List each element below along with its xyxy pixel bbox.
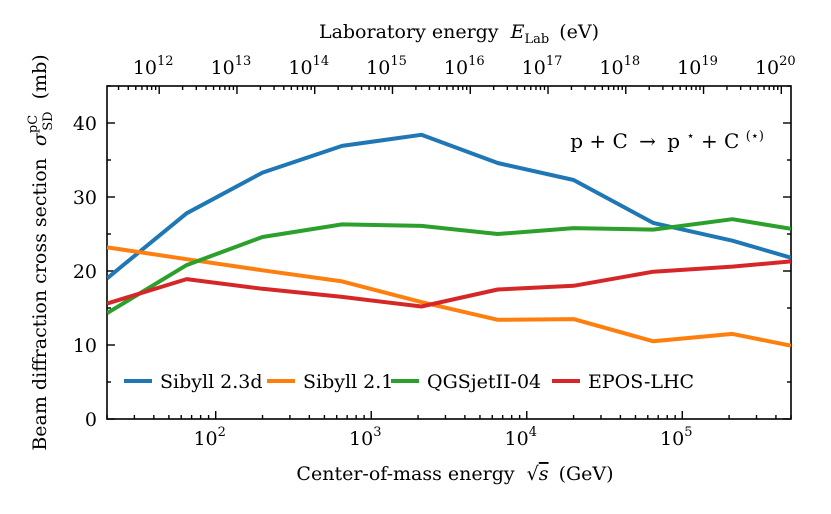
top-x-tick-label: 1018 [599, 54, 640, 79]
reaction-annotation: p + C → p ⋆ + C (⋆) [570, 121, 764, 153]
series-line-qgsjetii-04 [107, 217, 791, 315]
legend-label-sibyll-2-1: Sibyll 2.1 [303, 371, 393, 393]
x-tick-label: 104 [505, 425, 537, 450]
axis-ticks [106, 85, 792, 420]
top-x-tick-label: 1016 [444, 54, 485, 79]
series-line-sibyll-2-1 [107, 245, 791, 348]
top-x-tick-label: 1015 [366, 54, 407, 79]
legend: Sibyll 2.3d Sibyll 2.1 QGSjetII-04 EPOS-LHC [124, 371, 694, 393]
y-tick-label: 20 [73, 261, 97, 283]
top-x-tick-label: 1013 [211, 54, 252, 79]
top-x-tick-label: 1020 [755, 54, 796, 79]
series-line-epos-lhc [107, 259, 791, 309]
legend-label-sibyll-2-3d: Sibyll 2.3d [160, 371, 263, 393]
top-x-tick-label: 1019 [677, 54, 718, 79]
y-axis-label: Beam diffraction cross section σpC SD (m… [20, 54, 57, 450]
x-tick-label: 103 [349, 425, 381, 450]
series-lines [107, 132, 791, 348]
series-line-sibyll-2-3d [107, 132, 791, 280]
x-tick-label: 102 [193, 425, 225, 450]
y-tick-label: 10 [73, 335, 97, 357]
x-axis-label: Center-of-mass energy √s (GeV) [296, 463, 613, 485]
top-x-tick-label: 1012 [133, 54, 174, 79]
y-tick-label: 0 [85, 409, 97, 431]
plot-frame [106, 85, 792, 420]
y-tick-label: 40 [73, 113, 97, 135]
top-x-axis-label: Laboratory energy ELab (eV) [319, 21, 599, 48]
x-tick-label: 105 [660, 425, 692, 450]
top-x-tick-label: 1017 [522, 54, 563, 79]
top-x-tick-label: 1014 [288, 54, 329, 79]
legend-label-epos-lhc: EPOS-LHC [588, 371, 694, 393]
y-tick-label: 30 [73, 187, 97, 209]
legend-label-qgsjetii-04: QGSjetII-04 [427, 371, 541, 393]
